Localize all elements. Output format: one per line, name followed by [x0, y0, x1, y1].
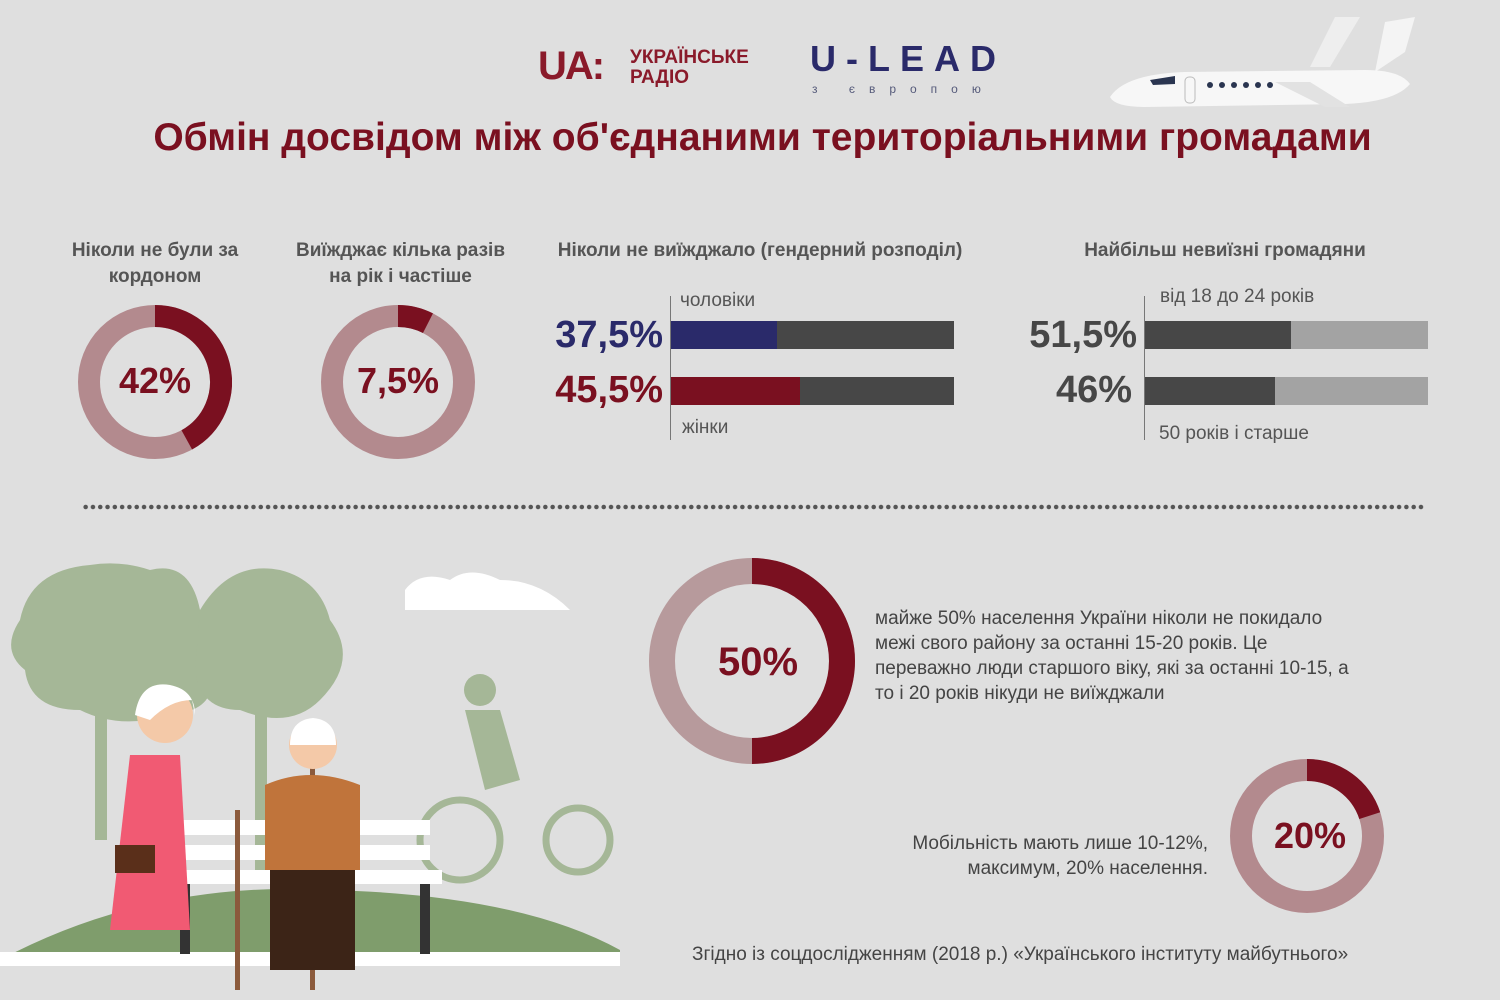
donut-value-arc	[397, 305, 433, 334]
donut-never-abroad	[78, 305, 232, 459]
bar-label-women: жінки	[682, 417, 729, 438]
logo-mark: UA:	[538, 44, 605, 88]
bar-label-old: 50 років і старше	[1159, 423, 1309, 444]
donut-label: 7,5%	[356, 360, 440, 401]
chart4-title: Найбільш невиїзні громадяни	[1084, 240, 1366, 261]
bar-value-women: 45,5%	[555, 369, 663, 411]
ulead-logo: U-LEAD з європою	[810, 38, 1006, 96]
bar-value-men: 37,5%	[555, 314, 663, 356]
bar-men	[671, 321, 954, 349]
axis-line	[1144, 296, 1145, 440]
airplane-icon	[1110, 17, 1415, 107]
elderly-park-illustration	[0, 563, 620, 990]
logo-line2: РАДІО	[630, 67, 690, 88]
bar-young	[1145, 321, 1428, 349]
donut-50-percent	[649, 558, 855, 764]
description-text: майже 50% населення України ніколи не по…	[875, 608, 1349, 704]
mobility-text: Мобільність мають лише 10-12%, максимум,…	[860, 831, 1208, 881]
axis-line	[670, 296, 671, 440]
mobility-line2: максимум, 20% населення.	[967, 858, 1208, 879]
donut-value-arc	[1306, 759, 1381, 820]
donut-label: 50%	[717, 640, 799, 684]
dotted-divider	[82, 504, 1424, 510]
donut-value-arc	[154, 305, 232, 450]
bar-fill-women	[671, 377, 800, 405]
donut-value-arc	[751, 558, 855, 764]
bar-fill-old	[1145, 377, 1276, 405]
bar-fill-men	[671, 321, 778, 349]
source-note: Згідно із соцдослідженням (2018 р.) «Укр…	[692, 944, 1349, 965]
bar-label-men: чоловіки	[680, 290, 756, 311]
page-title: Обмін досвідом між об'єднаними територіа…	[153, 116, 1372, 159]
chart3-title: Ніколи не виїжджало (гендерний розподіл)	[557, 240, 963, 261]
bar-fill-young	[1145, 321, 1291, 349]
bar-old	[1145, 377, 1428, 405]
logo-sub: з європою	[812, 82, 995, 96]
donut-label: 20%	[1273, 815, 1347, 856]
donut-label: 42%	[118, 360, 192, 401]
chart2-title: Виїжджає кілька разів на рік і частіше	[295, 240, 506, 287]
donut-20-percent	[1230, 759, 1384, 913]
bar-label-young: від 18 до 24 років	[1160, 286, 1315, 307]
bar-value-young: 51,5%	[1029, 314, 1137, 356]
logo-line1: УКРАЇНСЬКЕ	[630, 47, 749, 68]
mobility-line1: Мобільність мають лише 10-12%,	[912, 833, 1208, 854]
logo-mark: U-LEAD	[810, 38, 1006, 79]
bar-women	[671, 377, 954, 405]
donut-travel-often	[321, 305, 475, 459]
bar-value-old: 46%	[1055, 369, 1132, 411]
chart1-title: Ніколи не були за кордоном	[71, 240, 239, 287]
